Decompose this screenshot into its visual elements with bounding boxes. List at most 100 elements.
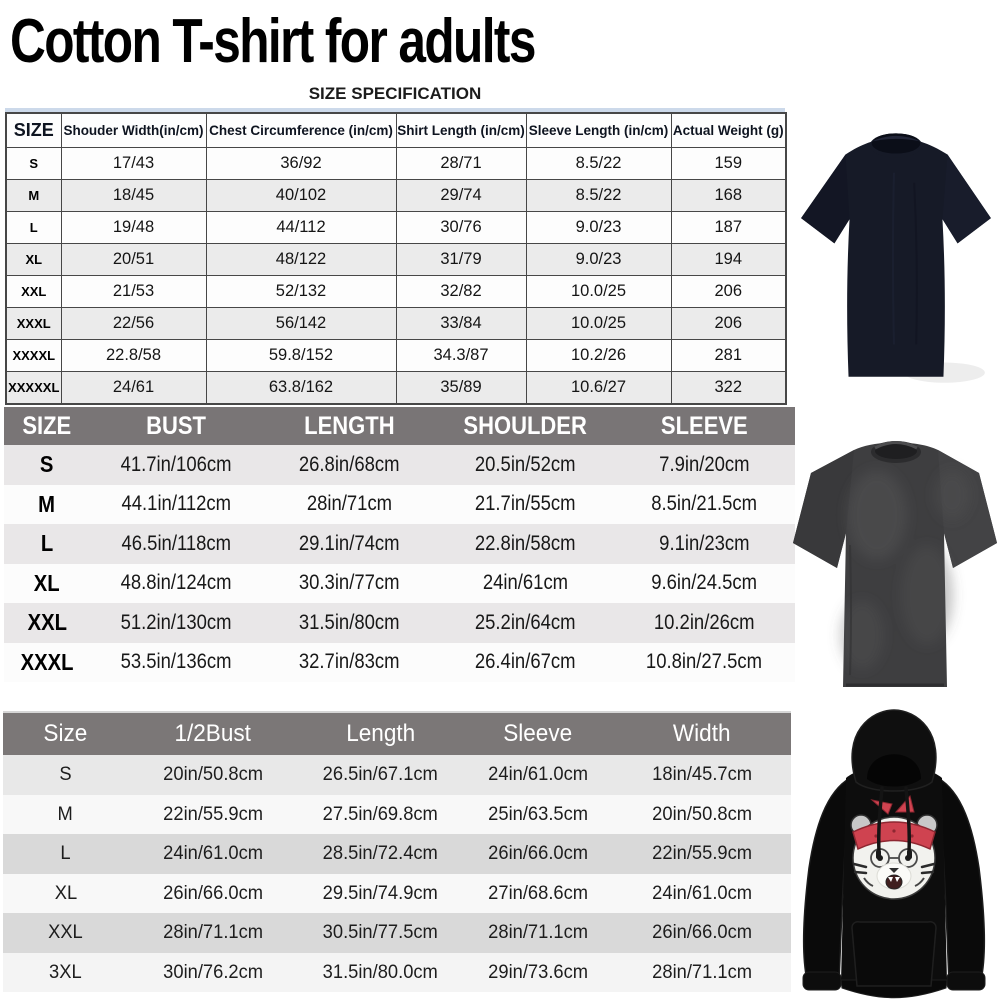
value-cell: 9.0/23 (525, 211, 672, 244)
size-label-cell: 3XL (3, 952, 128, 992)
table-row: L 19/48 44/112 30/76 9.0/23 187 (5, 211, 787, 244)
table-row: XXXL 22/56 56/142 33/84 10.0/25 206 (5, 307, 787, 340)
size-label-cell: XXL (5, 275, 62, 308)
hoodie-table-body: S 20in/50.8cm 26.5in/67.1cm 24in/61.0cm 18in… (3, 755, 791, 992)
column-header: Chest Circumference (in/cm) (205, 112, 397, 148)
column-header: Sleeve Length (in/cm) (525, 112, 672, 148)
hoodie-image (802, 709, 986, 999)
value-cell: 48.8in/124cm (90, 563, 262, 603)
value-cell: 28.5in/72.4cm (298, 834, 463, 874)
value-cell: 281 (670, 339, 787, 372)
value-cell: 31.5in/80cm (262, 603, 437, 643)
value-cell: 26in/66.0cm (128, 873, 298, 913)
column-header: SIZE (4, 407, 90, 445)
column-header: Sleeve (463, 712, 613, 755)
value-cell: 22/56 (60, 307, 207, 340)
table-row: M 22in/55.9cm 27.5in/69.8cm 25in/63.5cm 20in… (3, 794, 791, 834)
value-cell: 206 (670, 275, 787, 308)
value-cell: 51.2in/130cm (90, 603, 262, 643)
value-cell: 168 (670, 179, 787, 212)
hoodie-table: Size 1/2Bust Length Sleeve Width S 20in/50.8c… (3, 711, 791, 992)
table-header-row: SIZE BUST LENGTH SHOULDER SLEEVE (4, 407, 795, 445)
table-row: XXXXXL 24/61 63.8/162 35/89 10.6/27 322 (5, 371, 787, 405)
value-cell: 187 (670, 211, 787, 244)
size-label-cell: XXXL (5, 307, 62, 340)
size-label-cell: L (4, 524, 90, 564)
value-cell: 28in/71.1cm (613, 952, 791, 992)
value-cell: 28in/71cm (262, 484, 437, 524)
size-label-cell: XXL (4, 603, 90, 643)
table-row: XL 26in/66.0cm 29.5in/74.9cm 27in/68.6cm 24i… (3, 873, 791, 913)
table-row: S 41.7in/106cm 26.8in/68cm 20.5in/52cm 7.9in… (4, 445, 795, 485)
table-row: XXXL 53.5in/136cm 32.7in/83cm 26.4in/67cm 10… (4, 642, 795, 682)
value-cell: 31.5in/80.0cm (298, 952, 463, 992)
size-label-cell: M (4, 484, 90, 524)
table-row: XL 48.8in/124cm 30.3in/77cm 24in/61cm 9.6in/… (4, 563, 795, 603)
value-cell: 29.5in/74.9cm (298, 873, 463, 913)
value-cell: 28in/71.1cm (463, 913, 613, 953)
spec-table: SIZE Shouder Width(in/cm) Chest Circumfere… (5, 112, 787, 405)
value-cell: 10.2in/26cm (613, 603, 795, 643)
value-cell: 10.6/27 (525, 371, 672, 405)
tshirt-classic-image (801, 133, 991, 383)
value-cell: 59.8/152 (205, 339, 397, 372)
tshirt-washed-image (793, 441, 997, 687)
value-cell: 7.9in/20cm (613, 445, 795, 485)
size-label-cell: L (3, 834, 128, 874)
value-cell: 29in/73.6cm (463, 952, 613, 992)
value-cell: 29/74 (395, 179, 527, 212)
value-cell: 26in/66.0cm (463, 834, 613, 874)
value-cell: 30in/76.2cm (128, 952, 298, 992)
column-header: Actual Weight (g) (670, 112, 787, 148)
size-label-cell: XL (5, 243, 62, 276)
value-cell: 24in/61.0cm (463, 755, 613, 795)
table-row: XL 20/51 48/122 31/79 9.0/23 194 (5, 243, 787, 276)
value-cell: 10.0/25 (525, 307, 672, 340)
table-header-row: SIZE Shouder Width(in/cm) Chest Circumfere… (5, 112, 787, 148)
value-cell: 22.8/58 (60, 339, 207, 372)
size-label-cell: XL (4, 563, 90, 603)
hoodie-table-header: Size 1/2Bust Length Sleeve Width (3, 712, 791, 755)
value-cell: 48/122 (205, 243, 397, 276)
size-label-cell: M (5, 179, 62, 212)
value-cell: 44.1in/112cm (90, 484, 262, 524)
spec-table-wrap: SIZE Shouder Width(in/cm) Chest Circumfere… (5, 108, 787, 405)
value-cell: 27.5in/69.8cm (298, 794, 463, 834)
table-row: L 24in/61.0cm 28.5in/72.4cm 26in/66.0cm 22in… (3, 834, 791, 874)
table-row: M 18/45 40/102 29/74 8.5/22 168 (5, 179, 787, 212)
page-title: Cotton T-shirt for adults (10, 7, 536, 76)
value-cell: 10.0/25 (525, 275, 672, 308)
bust-table-body: S 41.7in/106cm 26.8in/68cm 20.5in/52cm 7.9in… (4, 445, 795, 682)
value-cell: 9.0/23 (525, 243, 672, 276)
table-row: XXXXL 22.8/58 59.8/152 34.3/87 10.2/26 281 (5, 339, 787, 372)
spec-table-body: S 17/43 36/92 28/71 8.5/22 159 M 18/45 40/102 29/… (5, 147, 787, 405)
value-cell: 20in/50.8cm (613, 794, 791, 834)
size-label-cell: XXXXXL (5, 371, 62, 405)
table-row: XXL 21/53 52/132 32/82 10.0/25 206 (5, 275, 787, 308)
value-cell: 28/71 (395, 147, 527, 180)
table-row: 3XL 30in/76.2cm 31.5in/80.0cm 29in/73.6cm 28… (3, 952, 791, 992)
size-label-cell: XXXXL (5, 339, 62, 372)
value-cell: 10.2/26 (525, 339, 672, 372)
value-cell: 33/84 (395, 307, 527, 340)
value-cell: 8.5in/21.5cm (613, 484, 795, 524)
spec-table-header: SIZE Shouder Width(in/cm) Chest Circumfere… (5, 112, 787, 148)
value-cell: 53.5in/136cm (90, 642, 262, 682)
value-cell: 34.3/87 (395, 339, 527, 372)
value-cell: 32/82 (395, 275, 527, 308)
value-cell: 40/102 (205, 179, 397, 212)
column-header: LENGTH (262, 407, 437, 445)
table-row: L 46.5in/118cm 29.1in/74cm 22.8in/58cm 9.1in… (4, 524, 795, 564)
value-cell: 28in/71.1cm (128, 913, 298, 953)
table-row: S 17/43 36/92 28/71 8.5/22 159 (5, 147, 787, 180)
value-cell: 19/48 (60, 211, 207, 244)
column-header: BUST (90, 407, 262, 445)
value-cell: 36/92 (205, 147, 397, 180)
column-header: Length (298, 712, 463, 755)
value-cell: 26.4in/67cm (437, 642, 613, 682)
value-cell: 159 (670, 147, 787, 180)
section-heading: SIZE SPECIFICATION (308, 84, 482, 103)
value-cell: 22in/55.9cm (128, 794, 298, 834)
value-cell: 21/53 (60, 275, 207, 308)
